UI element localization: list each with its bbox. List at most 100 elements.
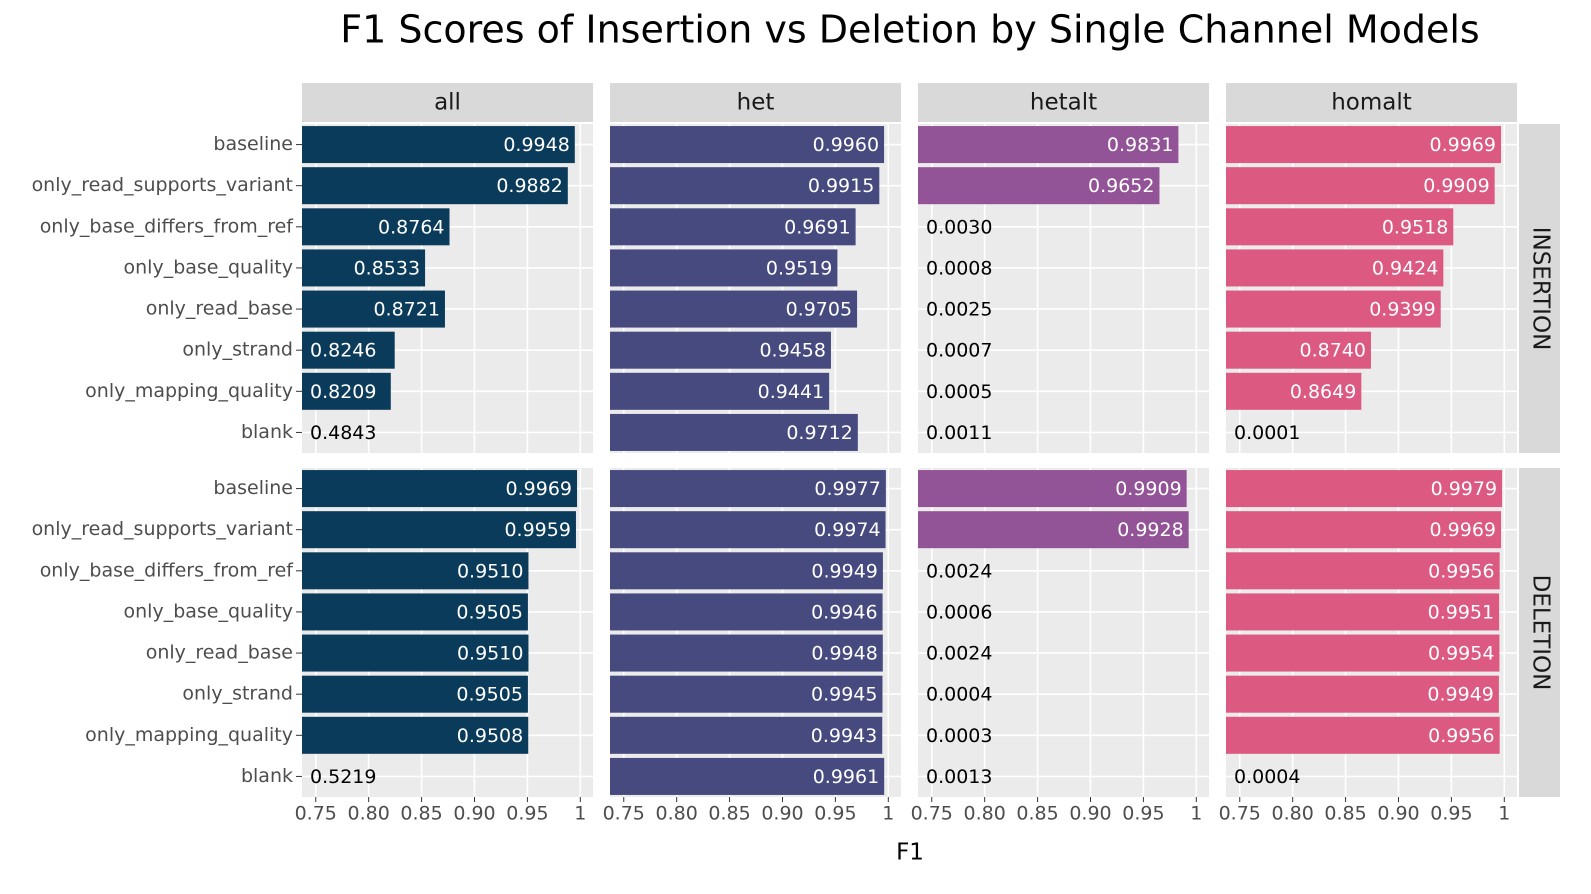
- bar: [1226, 593, 1500, 631]
- bars: [138, 126, 1179, 451]
- bar: [1226, 331, 1371, 369]
- y-tick-label: only_base_quality: [124, 600, 293, 622]
- value-label: 0.0005: [926, 381, 992, 403]
- value-label: 0.9960: [813, 134, 879, 156]
- facet-label: het: [737, 90, 775, 116]
- value-label: 0.9505: [456, 601, 522, 623]
- facet-strip: [1519, 124, 1560, 453]
- bar: [918, 470, 1187, 508]
- bars: [302, 126, 575, 410]
- y-tick-label: only_base_quality: [124, 256, 293, 278]
- value-label: 0.9519: [766, 257, 832, 279]
- value-label: 0.0011: [926, 422, 992, 444]
- value-label: 0.9652: [1088, 175, 1154, 197]
- chart-title: F1 Scores of Insertion vs Deletion by Si…: [340, 8, 1479, 52]
- value-label: 0.9399: [1369, 299, 1435, 321]
- value-label: 0.9691: [784, 216, 850, 238]
- value-label: 0.9508: [457, 725, 523, 747]
- x-tick-label: 0.75: [295, 803, 337, 825]
- value-label: 0.9909: [1115, 478, 1181, 500]
- bar: [610, 249, 838, 287]
- bar: [302, 208, 450, 246]
- value-label: 0.9510: [457, 560, 523, 582]
- x-tick-label: 0.95: [1122, 803, 1164, 825]
- facet-strip: [302, 83, 593, 122]
- bar: [1226, 249, 1444, 287]
- value-label: 0.0007: [926, 340, 992, 362]
- bar: [1226, 716, 1500, 754]
- value-label: 0.0004: [926, 684, 992, 706]
- x-tick-label: 0.85: [1324, 803, 1366, 825]
- x-tick-label: 0.90: [1377, 803, 1419, 825]
- value-label: 0.9946: [811, 601, 877, 623]
- y-tick-label: only_read_supports_variant: [32, 518, 293, 540]
- value-label: 0.9424: [1372, 257, 1438, 279]
- x-tick-label: 0.80: [656, 803, 698, 825]
- facet-label: DELETION: [1528, 575, 1554, 691]
- x-tick-label: 0.75: [1219, 803, 1261, 825]
- value-label: 0.9945: [811, 684, 877, 706]
- bars: [1226, 470, 1503, 754]
- bar: [610, 413, 858, 451]
- x-tick-label: 0.75: [603, 803, 645, 825]
- x-tick-label: 0.90: [761, 803, 803, 825]
- bar: [302, 593, 528, 631]
- x-tick-label: 0.85: [400, 803, 442, 825]
- value-label: 0.9969: [1430, 134, 1496, 156]
- bar: [138, 332, 139, 369]
- x-tick-label: 0.90: [1069, 803, 1111, 825]
- value-label: 0.9518: [1382, 216, 1448, 238]
- value-label: 0.8246: [310, 340, 376, 362]
- x-axis-title: F1: [896, 840, 924, 866]
- bar: [302, 372, 391, 410]
- value-label: 0.9977: [814, 478, 880, 500]
- y-tick-label: blank: [241, 421, 293, 443]
- bar: [918, 167, 1160, 205]
- y-tick-label: only_base_differs_from_ref: [40, 215, 295, 237]
- bar: [302, 675, 528, 713]
- facet-strip: [1226, 83, 1517, 122]
- value-label: 0.9948: [811, 643, 877, 665]
- facet-strip: [610, 83, 901, 122]
- value-label: 0.0024: [926, 643, 992, 665]
- bar: [610, 716, 883, 754]
- x-tick-label: 0.85: [708, 803, 750, 825]
- bar: [138, 414, 139, 451]
- bar: [610, 167, 880, 205]
- value-label: 0.8764: [378, 216, 444, 238]
- bar: [0, 758, 74, 795]
- bar: [302, 552, 529, 590]
- bar: [302, 470, 578, 508]
- value-label: 0.0004: [1234, 766, 1300, 788]
- value-label: 0.9712: [786, 422, 852, 444]
- x-tick-label: 1: [882, 803, 894, 825]
- value-label: 0.8209: [310, 381, 376, 403]
- value-label: 0.9969: [506, 478, 572, 500]
- bar: [610, 470, 886, 508]
- value-label: 0.9928: [1117, 519, 1183, 541]
- bar: [610, 208, 856, 246]
- value-label: 0.9979: [1431, 478, 1497, 500]
- y-tick-label: only_read_base: [146, 298, 293, 320]
- value-label: 0.9510: [457, 643, 523, 665]
- bar: [302, 511, 576, 549]
- bar: [610, 331, 831, 369]
- bar: [1226, 552, 1500, 590]
- y-tick-label: only_strand: [182, 683, 293, 705]
- bar: [1226, 208, 1454, 246]
- bar: [1226, 511, 1502, 549]
- bar: [610, 757, 885, 795]
- bar: [918, 511, 1189, 549]
- x-tick-label: 1: [574, 803, 586, 825]
- value-label: 0.9956: [1428, 725, 1494, 747]
- y-tick-label: blank: [241, 765, 293, 787]
- x-tick-label: 0.90: [453, 803, 495, 825]
- bar: [1226, 290, 1441, 328]
- bar: [1226, 372, 1362, 410]
- facet-label: INSERTION: [1528, 227, 1554, 351]
- bar: [1226, 167, 1495, 205]
- value-label: 0.9956: [1428, 560, 1494, 582]
- value-label: 0.9974: [814, 519, 880, 541]
